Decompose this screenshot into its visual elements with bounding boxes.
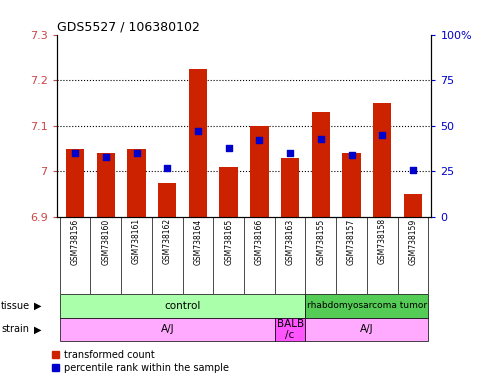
Bar bbox=[281, 158, 299, 217]
Point bbox=[163, 165, 171, 171]
Text: BALB
/c: BALB /c bbox=[277, 319, 304, 340]
Bar bbox=[158, 183, 176, 217]
Bar bbox=[312, 112, 330, 217]
Text: tissue: tissue bbox=[1, 301, 30, 311]
Point bbox=[133, 150, 141, 156]
Point bbox=[71, 150, 79, 156]
Point bbox=[348, 152, 355, 158]
Point bbox=[194, 128, 202, 134]
Bar bbox=[189, 69, 207, 217]
Bar bbox=[404, 194, 422, 217]
Bar bbox=[306, 294, 428, 318]
Bar bbox=[60, 294, 306, 318]
Bar bbox=[66, 149, 84, 217]
Bar bbox=[373, 103, 391, 217]
Text: strain: strain bbox=[1, 324, 29, 334]
Point bbox=[409, 167, 417, 173]
Bar bbox=[250, 126, 269, 217]
Bar bbox=[219, 167, 238, 217]
Bar bbox=[60, 318, 275, 341]
Point bbox=[317, 136, 325, 142]
Text: rhabdomyosarcoma tumor: rhabdomyosarcoma tumor bbox=[307, 301, 427, 310]
Bar bbox=[342, 153, 361, 217]
Text: ▶: ▶ bbox=[34, 324, 41, 334]
Legend: transformed count, percentile rank within the sample: transformed count, percentile rank withi… bbox=[52, 350, 229, 373]
Point bbox=[255, 137, 263, 143]
Bar bbox=[275, 318, 306, 341]
Text: A/J: A/J bbox=[160, 324, 174, 334]
Point bbox=[286, 150, 294, 156]
Point bbox=[225, 145, 233, 151]
Text: control: control bbox=[165, 301, 201, 311]
Text: A/J: A/J bbox=[360, 324, 374, 334]
Bar bbox=[306, 318, 428, 341]
Bar bbox=[97, 153, 115, 217]
Point bbox=[102, 154, 110, 160]
Point bbox=[378, 132, 386, 138]
Bar bbox=[127, 149, 146, 217]
Text: GDS5527 / 106380102: GDS5527 / 106380102 bbox=[57, 20, 200, 33]
Text: ▶: ▶ bbox=[34, 301, 41, 311]
